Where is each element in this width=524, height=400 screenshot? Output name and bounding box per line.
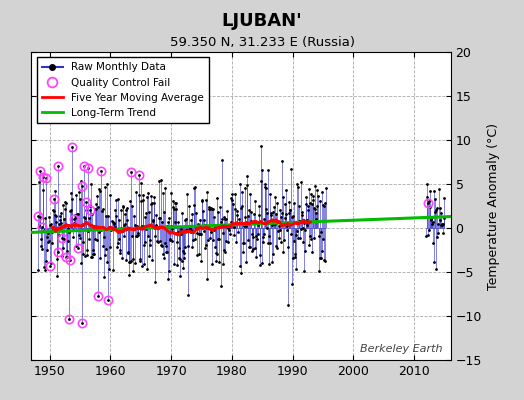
Text: LJUBAN': LJUBAN' — [222, 12, 302, 30]
Text: Berkeley Earth: Berkeley Earth — [360, 344, 442, 354]
Y-axis label: Temperature Anomaly (°C): Temperature Anomaly (°C) — [487, 122, 500, 290]
Text: 59.350 N, 31.233 E (Russia): 59.350 N, 31.233 E (Russia) — [169, 36, 355, 49]
Legend: Raw Monthly Data, Quality Control Fail, Five Year Moving Average, Long-Term Tren: Raw Monthly Data, Quality Control Fail, … — [37, 57, 209, 123]
